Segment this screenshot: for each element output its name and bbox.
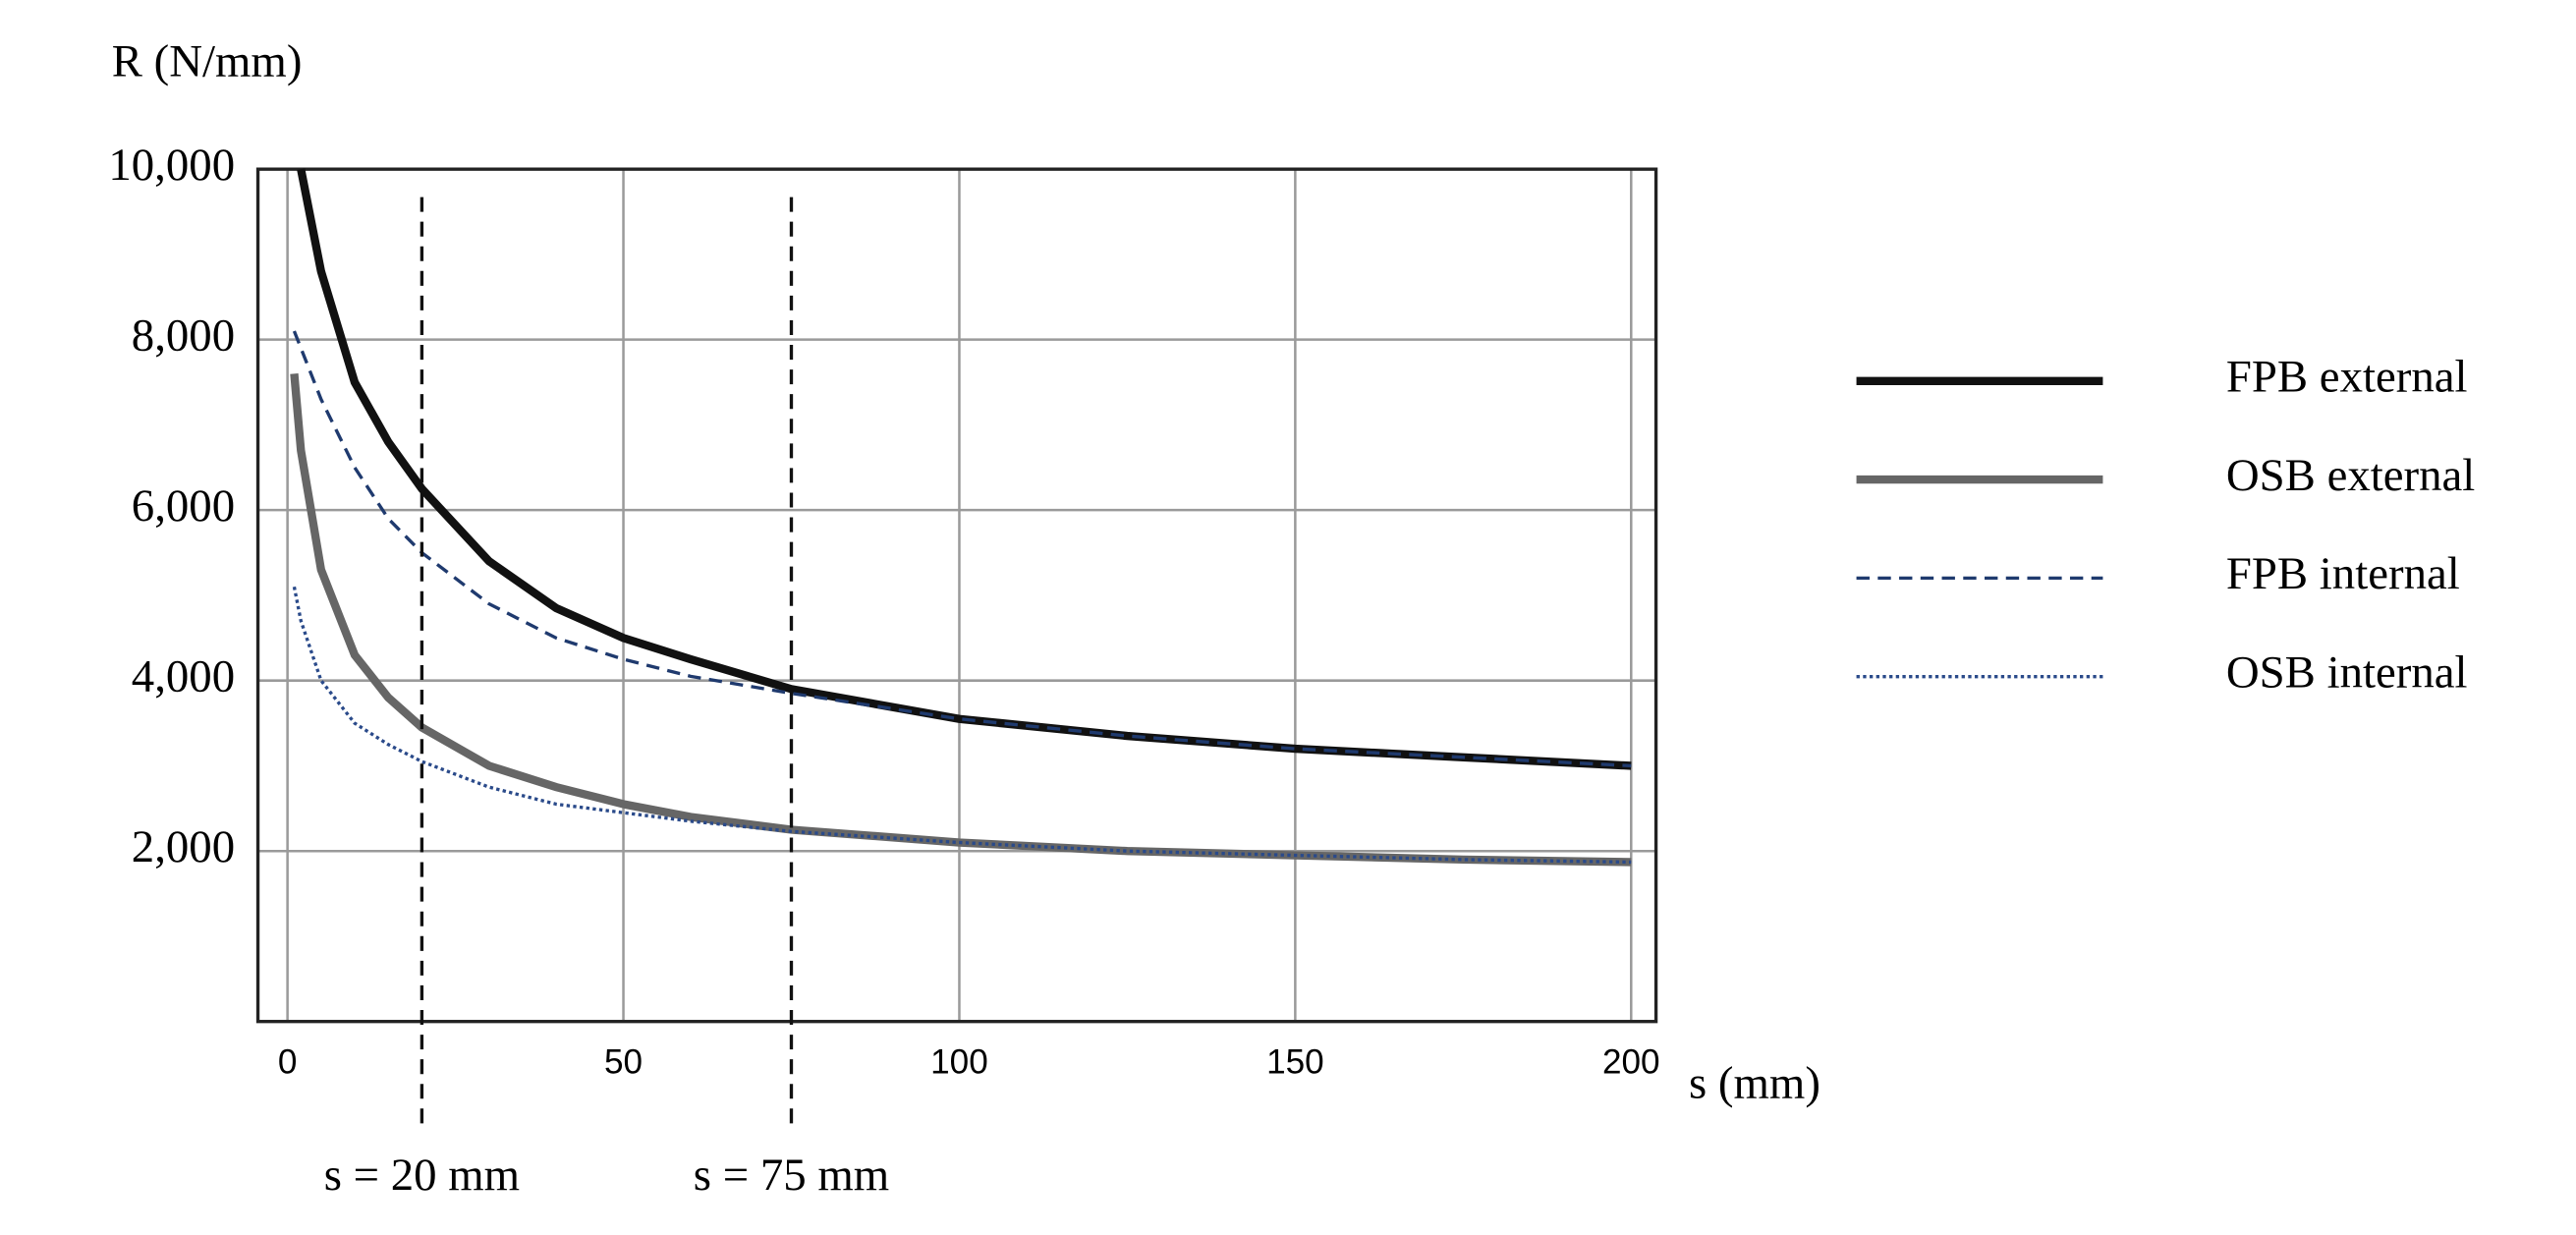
series-line [290, 373, 1632, 867]
x-tick-label: 100 [930, 1042, 988, 1081]
x-tick-label: 150 [1266, 1042, 1324, 1081]
y-tick-label: 10,000 [108, 140, 235, 191]
y-tick-label: 8,000 [132, 309, 235, 361]
y-axis-label: R (N/mm) [112, 36, 303, 87]
x-axis-label: s (mm) [1689, 1057, 1820, 1108]
x-tick-label: 0 [278, 1042, 298, 1081]
y-tick-label: 2,000 [132, 821, 235, 872]
series-line [292, 330, 1632, 768]
legend-label: OSB internal [2226, 646, 2468, 698]
y-tick-label: 4,000 [132, 650, 235, 702]
series-line [292, 586, 1632, 865]
legend-label: OSB external [2226, 450, 2475, 501]
reference-label: s = 75 mm [694, 1150, 889, 1201]
plot-frame [255, 167, 1658, 1024]
y-tick-label: 6,000 [132, 480, 235, 532]
legend-label: FPB internal [2226, 548, 2460, 599]
reference-label: s = 20 mm [324, 1150, 520, 1201]
legend-label: FPB external [2226, 352, 2468, 403]
x-tick-label: 200 [1602, 1042, 1660, 1081]
series-line [297, 168, 1632, 770]
x-tick-label: 50 [604, 1042, 643, 1081]
